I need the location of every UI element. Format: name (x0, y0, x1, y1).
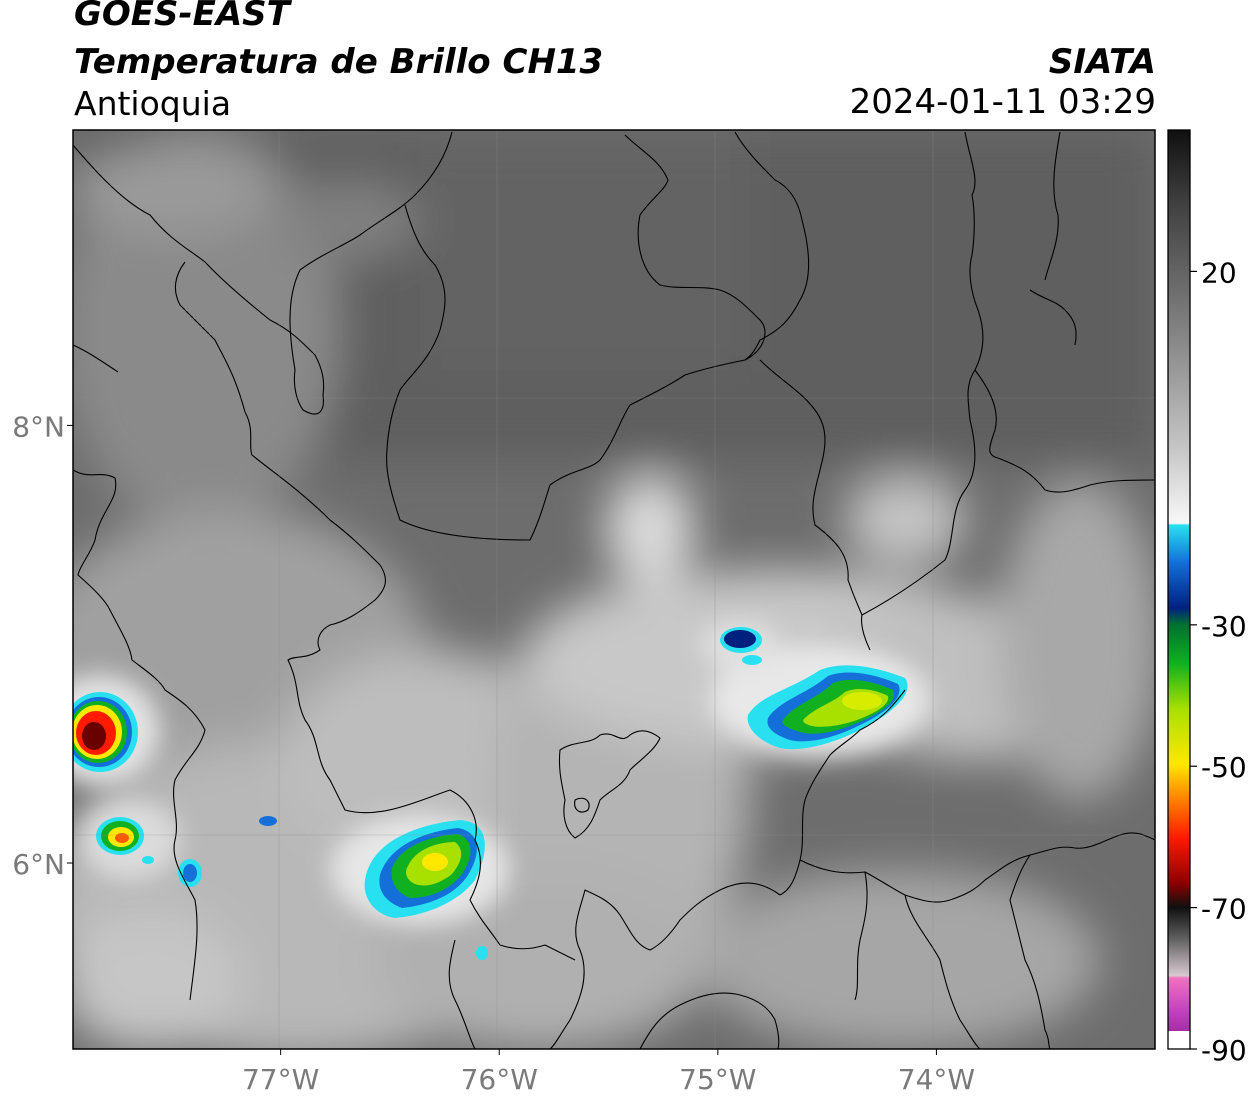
satellite-imagery (73, 130, 1155, 1049)
latitude-labels: 8°N 6°N (12, 410, 73, 881)
map-frame (72, 129, 1156, 1050)
colorbar-label-3: -70 (1201, 893, 1247, 926)
lat-label-1: 6°N (12, 848, 65, 881)
colorbar-frame (1167, 129, 1191, 1050)
lon-label-3: 74°W (898, 1063, 975, 1096)
storm-cell-small-1 (96, 817, 144, 855)
graticule (73, 130, 1155, 1049)
datetime-label: 2024-01-11 03:29 (849, 82, 1156, 122)
colorbar-label-4: -90 (1201, 1034, 1247, 1067)
colorbar-label-2: -50 (1201, 751, 1247, 784)
colorbar-label-1: -30 (1201, 610, 1247, 643)
storm-cell-east (747, 665, 908, 750)
longitude-labels: 77°W 76°W 75°W 74°W (242, 1049, 975, 1096)
cloud-speck-2 (142, 856, 154, 864)
lon-label-2: 75°W (679, 1063, 756, 1096)
storm-cell-north (720, 627, 762, 665)
lon-label-1: 76°W (461, 1063, 538, 1096)
satellite-title: GOES-EAST (74, 0, 290, 34)
colorbar-label-0: 20 (1201, 256, 1237, 289)
colorbar-ticks: 20 -30 -50 -70 -90 (1190, 256, 1247, 1067)
storm-cell-central (364, 820, 485, 918)
cloud-speck-3 (476, 946, 488, 960)
storm-cell-small-2 (178, 859, 202, 887)
lat-label-0: 8°N (12, 410, 65, 443)
storm-cell-west (73, 692, 138, 772)
region-label: Antioquia (74, 84, 232, 123)
organization-label: SIATA (1048, 42, 1156, 82)
colorbar: 20 -30 -50 -70 -90 (1167, 129, 1247, 1067)
colorbar-gradient (1168, 130, 1190, 1049)
colorbar-extend-low (1168, 1031, 1190, 1049)
product-title: Temperatura de Brillo CH13 (74, 42, 604, 82)
cloud-speck-1 (259, 816, 277, 826)
lon-label-0: 77°W (242, 1063, 319, 1096)
boundaries (73, 131, 1155, 1049)
